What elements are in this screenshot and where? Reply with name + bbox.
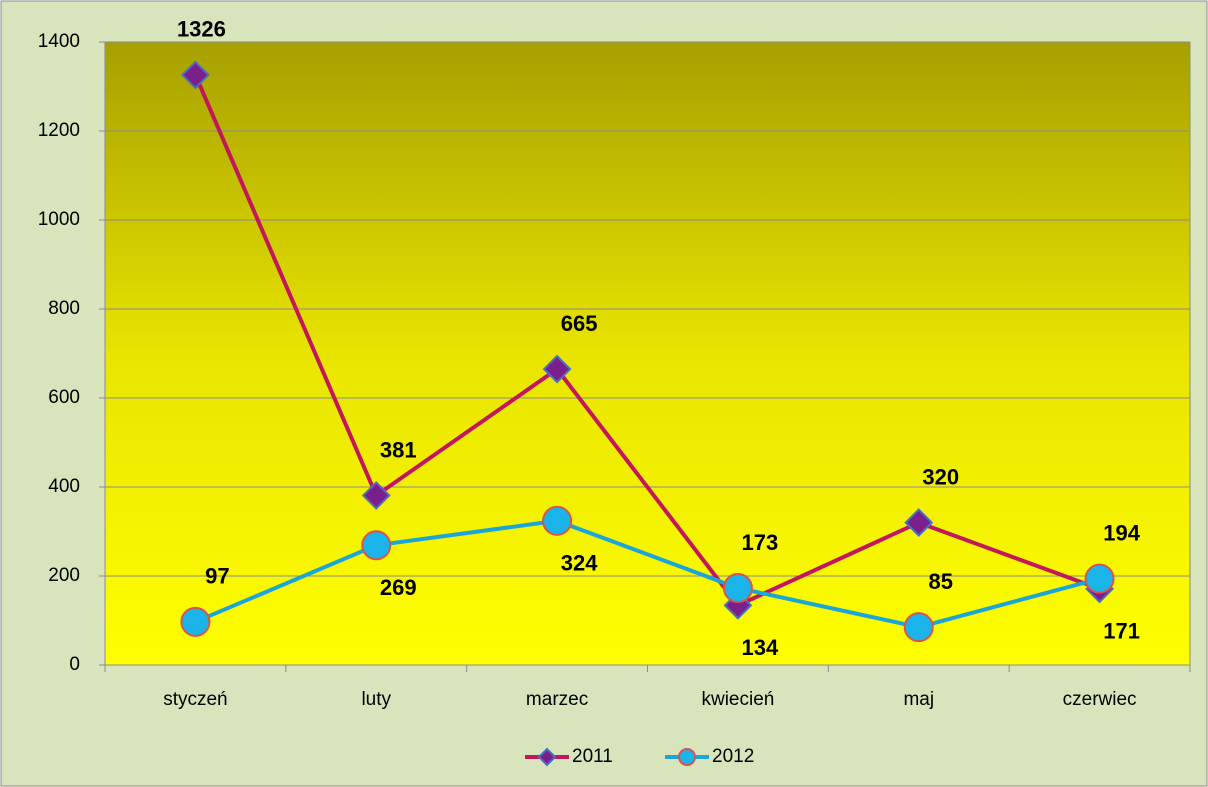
point — [180, 606, 211, 637]
x-tick-label: luty — [361, 689, 391, 710]
x-tick-label: kwiecień — [701, 689, 774, 710]
point — [542, 505, 573, 536]
point — [1084, 563, 1115, 594]
point — [181, 60, 210, 90]
data-label: 85 — [929, 569, 953, 594]
series-line — [194, 518, 1101, 630]
legend-marker — [537, 747, 557, 767]
point — [903, 612, 934, 643]
y-tick-label: 200 — [48, 565, 80, 586]
y-tick-label: 800 — [48, 298, 80, 319]
x-tick-label: marzec — [526, 689, 588, 710]
data-label: 171 — [1103, 619, 1140, 644]
y-tick-label: 600 — [48, 387, 80, 408]
legend-label: 2012 — [712, 746, 754, 767]
legend-label: 2011 — [572, 746, 613, 767]
y-tick-label: 1200 — [38, 120, 80, 141]
data-label: 173 — [742, 530, 779, 555]
point — [722, 573, 753, 604]
data-label: 134 — [742, 635, 779, 660]
y-tick-label: 1000 — [38, 209, 80, 230]
data-label: 665 — [561, 311, 598, 336]
x-tick-label: styczeń — [163, 689, 227, 710]
data-label: 1326 — [177, 17, 226, 42]
legend-marker — [678, 748, 696, 766]
x-tick-label: maj — [903, 689, 934, 710]
data-label: 194 — [1103, 520, 1140, 545]
y-tick-label: 400 — [48, 476, 80, 497]
data-label: 97 — [205, 564, 229, 589]
point — [904, 508, 934, 538]
data-label: 324 — [561, 551, 598, 576]
point — [361, 530, 392, 561]
point — [361, 481, 391, 510]
y-tick-label: 1400 — [38, 31, 80, 52]
point — [542, 354, 572, 384]
x-tick-label: czerwiec — [1063, 689, 1137, 710]
data-label: 320 — [922, 464, 959, 489]
data-label: 269 — [380, 575, 417, 600]
data-label: 381 — [380, 437, 417, 462]
plot-area — [104, 41, 1191, 666]
y-tick-label: 0 — [69, 654, 80, 675]
series-line — [193, 74, 1101, 608]
